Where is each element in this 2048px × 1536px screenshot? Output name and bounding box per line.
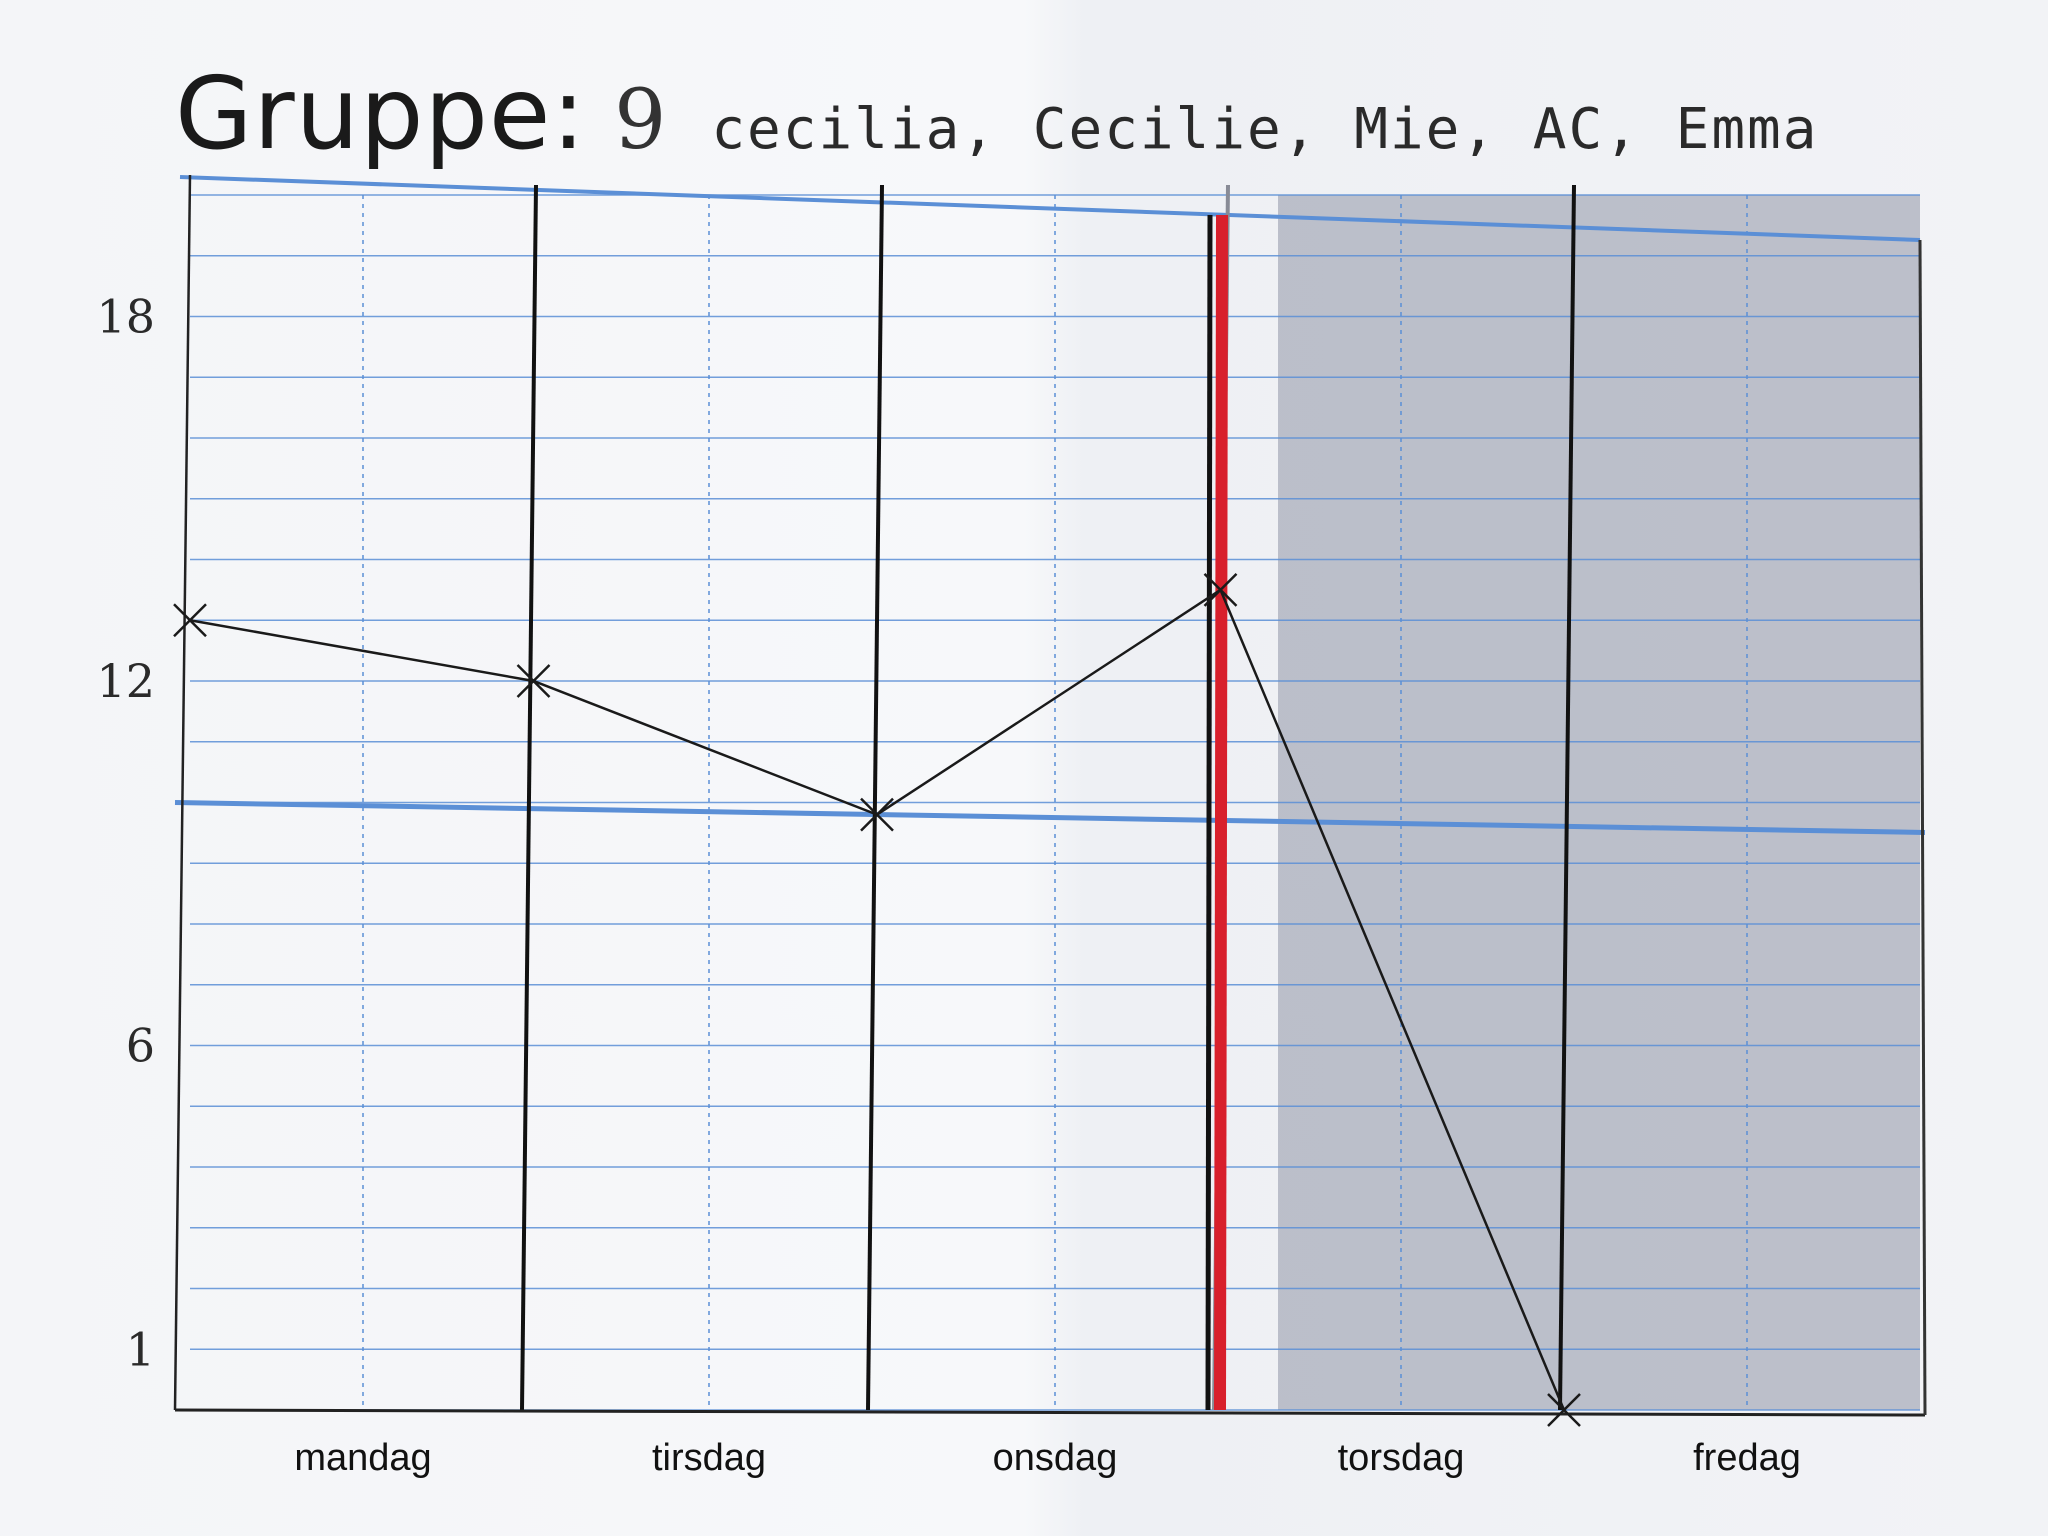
- marker-stroke: [1203, 572, 1238, 607]
- data-point-marker: [860, 797, 894, 832]
- y-tick-label: 18: [96, 290, 155, 344]
- highlight-black-line: [1205, 214, 1213, 1411]
- right-border-line: [1918, 239, 1927, 1416]
- x-tick-label: tirsdag: [652, 1437, 766, 1479]
- y-axis-line: [173, 174, 192, 1411]
- group-members: cecilia, Cecilie, Mie, AC, Emma: [711, 97, 1819, 162]
- data-point-marker: [516, 664, 551, 698]
- grid: [174, 175, 1926, 1411]
- highlight-red-line: [1214, 214, 1228, 1411]
- header: Gruppe: 9 cecilia, Cecilie, Mie, AC, Emm…: [175, 55, 1819, 185]
- data-point-marker: [1547, 1393, 1581, 1427]
- x-axis-line: [174, 1408, 1926, 1417]
- marker-stroke: [516, 664, 551, 698]
- day-separator-line: [866, 184, 884, 1411]
- data-point-marker: [1203, 572, 1238, 607]
- marker-stroke: [173, 603, 207, 638]
- top-border-line: [179, 175, 1921, 242]
- day-separator-line: [1558, 184, 1576, 1411]
- x-tick-label: torsdag: [1338, 1437, 1465, 1479]
- marker-stroke: [860, 797, 894, 832]
- marker-stroke: [1547, 1393, 1581, 1427]
- day-separators: [520, 184, 1576, 1411]
- y-tick-label: 12: [96, 654, 155, 708]
- x-tick-label: mandag: [294, 1437, 431, 1479]
- day-separator-line: [520, 184, 538, 1411]
- y-tick-label: 6: [126, 1019, 155, 1073]
- tick-labels: 18 12 6 1 mandag tirsdag onsdag torsdag fredag: [96, 290, 1800, 1480]
- page-title: Gruppe:: [175, 55, 587, 172]
- data-point-marker: [173, 603, 207, 638]
- group-number: 9: [614, 73, 667, 168]
- axes: [173, 174, 1927, 1417]
- reference-line: [174, 800, 1926, 835]
- x-tick-label: onsdag: [993, 1437, 1118, 1479]
- x-tick-label: fredag: [1693, 1437, 1801, 1479]
- y-tick-label: 1: [126, 1322, 155, 1376]
- series: [173, 572, 1581, 1427]
